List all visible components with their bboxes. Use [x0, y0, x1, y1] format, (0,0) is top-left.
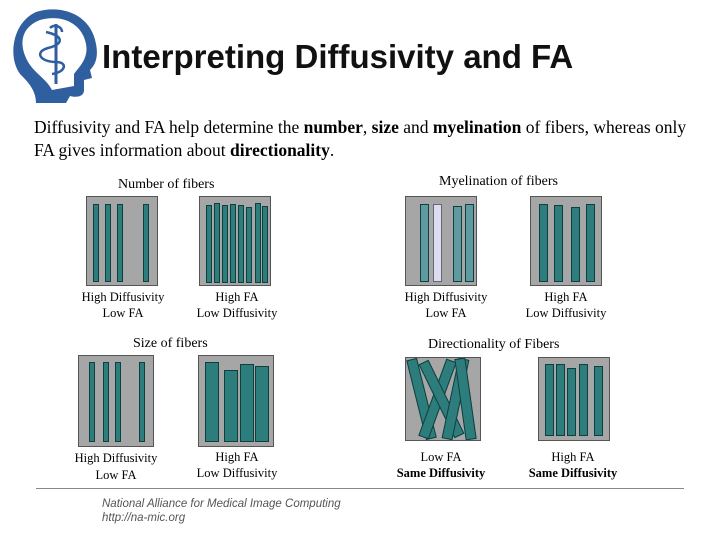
- fiber: [255, 366, 269, 442]
- label-number-left: High Diffusivity Low FA: [81, 290, 165, 320]
- fiber: [246, 207, 252, 283]
- fiber: [571, 207, 580, 282]
- fiber: [222, 205, 228, 283]
- fiber: [556, 364, 565, 436]
- fiber: [554, 205, 563, 282]
- fiber: [214, 203, 220, 283]
- fiber: [262, 206, 268, 283]
- fiber: [567, 368, 576, 436]
- fiber: [539, 204, 548, 282]
- fiber: [594, 366, 603, 436]
- label-direction-right: High FA Same Diffusivity: [528, 450, 618, 480]
- fiber: [465, 204, 474, 282]
- panel-myelination-thin: [405, 196, 477, 286]
- section-title-myelination: Myelination of fibers: [439, 174, 558, 189]
- panel-direction-crossing: [405, 357, 481, 441]
- fiber: [545, 364, 554, 436]
- fiber: [143, 204, 149, 282]
- fiber: [420, 204, 429, 282]
- fiber: [433, 204, 442, 282]
- slide-title: Interpreting Diffusivity and FA: [102, 38, 574, 75]
- fiber: [89, 362, 95, 442]
- section-title-number: Number of fibers: [118, 177, 215, 192]
- fiber: [206, 205, 212, 283]
- fiber: [105, 204, 111, 282]
- fiber: [224, 370, 238, 442]
- label-direction-left: Low FA Same Diffusivity: [396, 450, 486, 480]
- fiber: [93, 204, 99, 282]
- na-mic-logo: [13, 9, 97, 103]
- panel-myelination-thick: [530, 196, 602, 286]
- fiber: [453, 206, 462, 282]
- fiber: [205, 362, 219, 442]
- label-number-right: High FA Low Diffusivity: [196, 290, 278, 320]
- fiber: [139, 362, 145, 442]
- fiber: [115, 362, 121, 442]
- label-size-right: High FA Low Diffusivity: [196, 450, 278, 480]
- fiber: [238, 205, 244, 283]
- footer-text: National Alliance for Medical Image Comp…: [102, 498, 341, 524]
- section-title-directionality: Directionality of Fibers: [428, 337, 560, 352]
- section-title-size: Size of fibers: [133, 336, 208, 351]
- label-size-left: High Diffusivity Low FA: [74, 451, 158, 482]
- panel-number-few: [86, 196, 158, 286]
- panel-number-many: [199, 196, 271, 286]
- panel-size-thin: [78, 355, 154, 447]
- fiber: [117, 204, 123, 282]
- panel-direction-aligned: [538, 357, 610, 441]
- panel-size-thick: [198, 355, 274, 447]
- fiber: [579, 364, 588, 436]
- intro-paragraph: Diffusivity and FA help determine the nu…: [34, 117, 687, 160]
- label-myelination-left: High Diffusivity Low FA: [404, 290, 488, 320]
- fiber: [240, 364, 254, 442]
- label-myelination-right: High FA Low Diffusivity: [525, 290, 607, 320]
- footer-divider: [36, 488, 684, 489]
- fiber: [586, 204, 595, 282]
- fiber: [230, 204, 236, 283]
- fiber: [255, 203, 261, 283]
- fiber: [103, 362, 109, 442]
